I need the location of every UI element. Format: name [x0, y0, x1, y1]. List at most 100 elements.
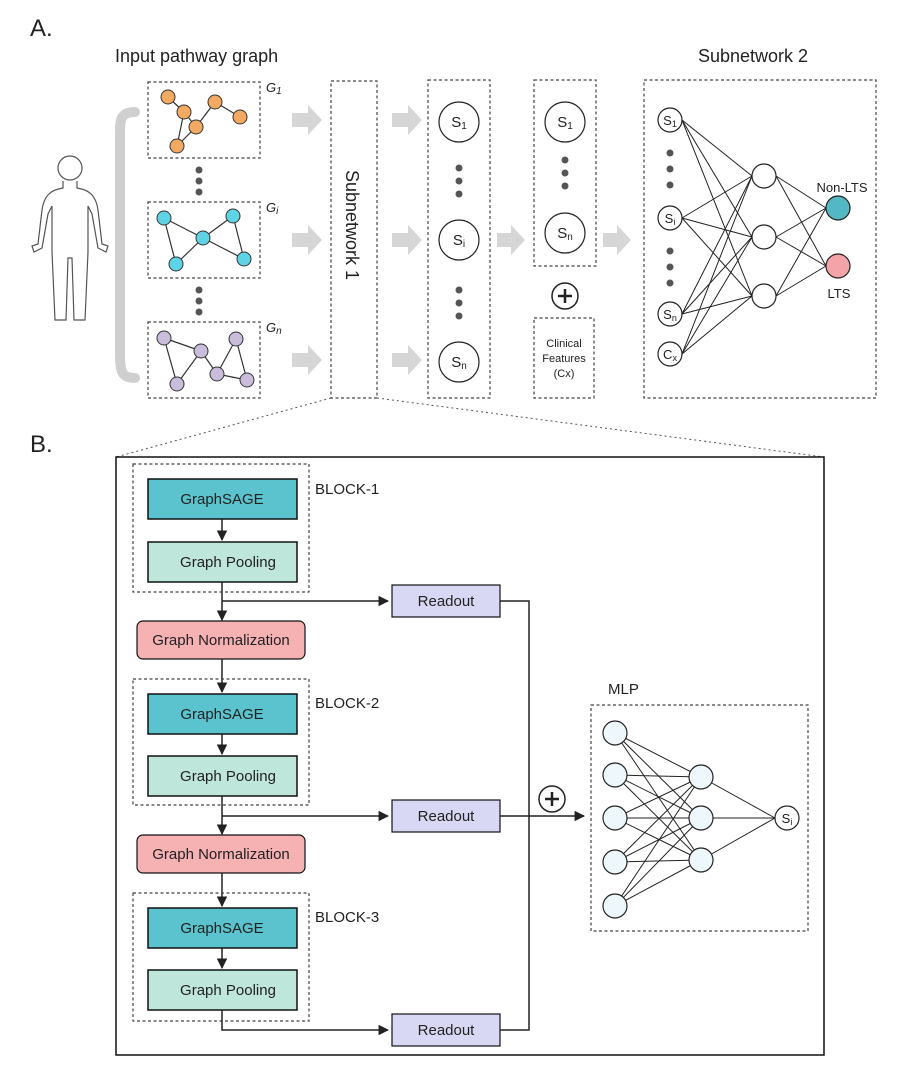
readout-merge: [500, 600, 586, 1031]
block-2-pool-box: [147, 755, 298, 797]
mlp-nodes: [602, 720, 714, 919]
panel-a-label: A.: [30, 15, 53, 42]
ginodes-node-2: [195, 230, 211, 246]
sub2-edge-in-3-2: [681, 295, 753, 355]
block-2-pool-label: Graph Pooling: [180, 768, 276, 785]
block-1-pool-box: [147, 541, 298, 583]
g1nodes-node-0: [160, 89, 176, 105]
sub2-edge-in-2-0: [681, 175, 753, 315]
block-2-sage-box: [147, 693, 298, 735]
sub2-edge-out-0-0: [775, 175, 827, 209]
plus-icon-b: [538, 785, 566, 813]
ginodes-node-4: [236, 251, 252, 267]
norm-1-label: Graph Normalization: [152, 632, 290, 649]
gnnodes-node-2: [193, 343, 209, 359]
norm-1-box: [136, 620, 306, 660]
mlp-frame: [590, 704, 809, 932]
plus-icon-a: [551, 282, 579, 310]
readout-2-label: Readout: [418, 808, 476, 825]
block-1-sage-box: [147, 478, 298, 520]
graph-label-gi: Gi: [266, 200, 279, 217]
norm-2-label: Graph Normalization: [152, 846, 290, 863]
patient-bracket: [115, 107, 140, 383]
gray-arrows-2: [392, 105, 422, 375]
mlp-hidden-node-0: [688, 764, 714, 790]
mlp-input-node-0: [602, 720, 628, 746]
ginodes-node-3: [225, 208, 241, 224]
sub2-edge-out-1-0: [775, 207, 827, 238]
sub2-edge-in-2-2: [681, 295, 753, 315]
mlp-edge-l1-4-0: [614, 776, 702, 907]
zoom-lines: [115, 397, 825, 458]
sub2-edge-in-0-2: [681, 119, 753, 297]
sub2-edge-in-3-1: [681, 236, 753, 355]
gray-arrow-3: [497, 225, 525, 255]
panel-b-label: B.: [30, 431, 53, 458]
gnnodes-node-0: [156, 330, 172, 346]
output-lts-label: LTS: [828, 286, 851, 301]
block-2-title: BLOCK-2: [315, 695, 379, 712]
output-non-lts-label: Non-LTS: [816, 180, 867, 195]
mlp-edge-l1-3-2: [614, 859, 702, 863]
gnnodes-node-1: [169, 376, 185, 392]
readout-2-box: [391, 799, 501, 833]
mlp-edge-l1-2-2: [614, 817, 702, 861]
graph-gi: [147, 201, 261, 279]
block-1-frame: [132, 463, 310, 593]
mlp-hidden-node-1: [688, 805, 714, 831]
clinical-line-1: Clinical: [546, 338, 581, 350]
graph-gn: [147, 321, 261, 399]
g1nodes-node-5: [232, 109, 248, 125]
output-lts-node: [825, 253, 851, 279]
mlp-edge-l1-4-2: [614, 859, 702, 907]
mlp-input-node-2: [602, 805, 628, 831]
subnetwork-2-title: Subnetwork 2: [698, 46, 808, 66]
mlp-edge-l1-1-0: [614, 774, 702, 778]
block-3-sage-label: GraphSAGE: [180, 920, 263, 937]
subnetwork-2-box: S1 Si Sn Cx Non-LTS LTS: [643, 79, 877, 399]
sub2-edge-out-2-1: [775, 265, 827, 297]
mlp-edge-l1-2-0: [614, 776, 702, 819]
block-2-frame: [132, 678, 310, 806]
clinical-line-2: Features: [542, 353, 586, 365]
patient-silhouette-icon: [31, 155, 109, 321]
mlp-edge-l2-2: [700, 817, 776, 861]
block-3-title: BLOCK-3: [315, 909, 379, 926]
block-1-title: BLOCK-1: [315, 481, 379, 498]
mlp-edge-l1-1-1: [614, 774, 702, 819]
sub2-edge-in-0-1: [681, 119, 753, 238]
mlp-edges: [614, 732, 776, 907]
block-2-sage-label: GraphSAGE: [180, 706, 263, 723]
readout-3-box: [391, 1013, 501, 1047]
graph-label-gn: Gn: [266, 320, 282, 337]
graph-g1: [147, 81, 261, 159]
graph-ellipsis-2: [195, 286, 203, 316]
mlp-output-label: Si: [782, 811, 793, 827]
sub2-edge-in-3-0: [681, 175, 753, 355]
norm-2-box: [136, 834, 306, 874]
block-1-sage-label: GraphSAGE: [180, 491, 263, 508]
mlp-edge-l1-4-1: [614, 817, 702, 907]
mlp-edge-l2-0: [700, 776, 776, 819]
mlp-hidden-node-2: [688, 847, 714, 873]
gnnodes-node-3: [209, 366, 225, 382]
g1nodes-node-1: [176, 104, 192, 120]
readout-3-label: Readout: [418, 1022, 476, 1039]
g1nodes-node-2: [169, 138, 185, 154]
gray-arrow-4: [603, 225, 631, 255]
concat-scores: S1 Sn: [533, 79, 597, 267]
scores-column: S1 Si Sn: [427, 79, 491, 399]
sub2-edge-in-1-0: [681, 175, 753, 219]
output-non-lts-node: [825, 195, 851, 221]
subnetwork-1-label: Subnetwork 1: [342, 170, 362, 280]
mlp-input-node-4: [602, 893, 628, 919]
gnnodes-node-5: [239, 372, 255, 388]
graph-label-g1: G1: [266, 80, 282, 97]
gnnodes-node-4: [228, 331, 244, 347]
sub2-edge-out-2-0: [775, 207, 827, 297]
input-graph-title: Input pathway graph: [115, 46, 278, 66]
mlp-input-node-3: [602, 849, 628, 875]
mlp-output-node: [774, 805, 800, 831]
graph-g1-nodes: [160, 89, 248, 154]
